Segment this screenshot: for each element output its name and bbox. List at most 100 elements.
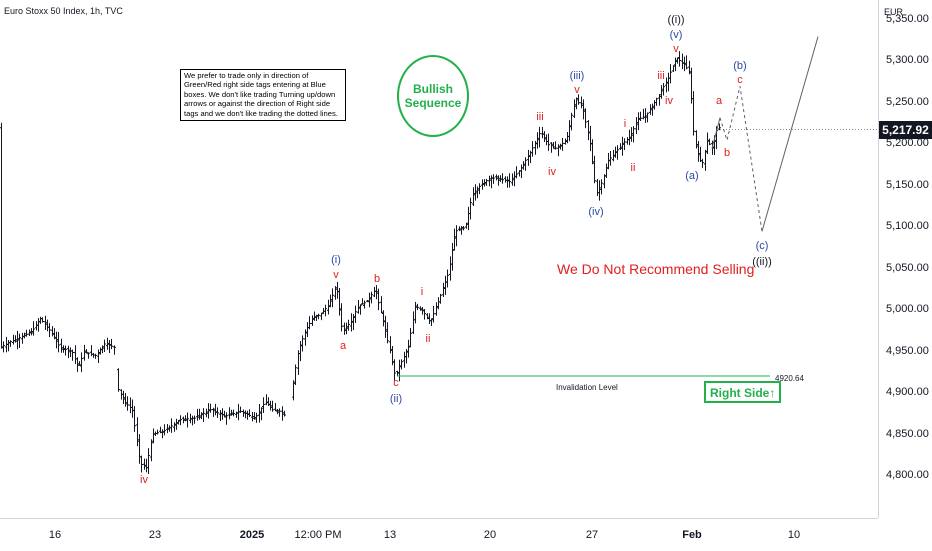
price-tick: 4,850.00 bbox=[886, 427, 929, 440]
price-bar bbox=[175, 418, 178, 430]
price-bar bbox=[375, 285, 378, 300]
price-bar bbox=[508, 173, 511, 188]
price-bar bbox=[299, 341, 302, 362]
price-bar bbox=[228, 407, 231, 420]
price-bar bbox=[439, 293, 442, 304]
price-bar bbox=[545, 134, 548, 146]
price-bar bbox=[9, 340, 12, 347]
price-bar bbox=[561, 137, 564, 151]
price-bar bbox=[163, 424, 166, 436]
no-sell-warning: We Do Not Recommend Selling bbox=[557, 261, 755, 277]
price-bar bbox=[352, 314, 355, 331]
price-bar bbox=[108, 340, 111, 353]
price-bar bbox=[419, 306, 422, 311]
price-bar bbox=[557, 144, 560, 157]
chart-title: Euro Stoxx 50 Index, 1h, TVC bbox=[4, 6, 123, 16]
plot-area[interactable] bbox=[0, 0, 878, 518]
wave-label: (v) bbox=[669, 28, 683, 41]
price-bar bbox=[370, 291, 373, 304]
price-bar bbox=[593, 155, 596, 184]
price-bar bbox=[28, 329, 31, 336]
time-tick: 12:00 PM bbox=[294, 529, 342, 541]
price-bar bbox=[338, 288, 341, 316]
price-bar bbox=[465, 222, 468, 229]
wave-label: ((i)) bbox=[667, 14, 685, 26]
price-bar bbox=[649, 104, 652, 115]
price-bar bbox=[485, 178, 488, 186]
price-bar bbox=[46, 319, 49, 332]
price-bar bbox=[258, 404, 261, 423]
time-tick: 27 bbox=[585, 529, 599, 541]
price-bar bbox=[391, 346, 394, 366]
price-bar bbox=[672, 65, 675, 72]
sequence-label: Sequence bbox=[404, 96, 462, 110]
price-bar bbox=[350, 313, 353, 332]
price-bar bbox=[421, 307, 424, 315]
price-bar bbox=[472, 187, 475, 206]
price-bar bbox=[492, 174, 495, 184]
price-bar bbox=[138, 434, 141, 464]
price-bar bbox=[30, 328, 33, 336]
projection-a-leg bbox=[711, 117, 721, 149]
price-bar bbox=[97, 349, 100, 363]
price-bar bbox=[78, 361, 81, 366]
wave-label: (i) bbox=[331, 254, 341, 267]
price-bar bbox=[361, 298, 364, 305]
wave-label: (c) bbox=[755, 239, 769, 252]
price-bar bbox=[2, 341, 5, 353]
price-bar bbox=[697, 141, 700, 162]
price-bar bbox=[506, 176, 509, 188]
price-bar bbox=[400, 359, 403, 370]
wave-label: c bbox=[737, 73, 743, 86]
price-bar bbox=[131, 399, 134, 418]
time-axis[interactable] bbox=[0, 518, 878, 551]
price-tick: 5,200.00 bbox=[886, 137, 929, 150]
price-bar bbox=[7, 340, 10, 352]
price-bar bbox=[311, 315, 314, 326]
price-bar bbox=[129, 397, 132, 414]
wave-label: a bbox=[339, 339, 347, 352]
time-tick: 20 bbox=[483, 529, 497, 541]
price-bar bbox=[212, 407, 215, 417]
price-bar bbox=[704, 149, 707, 171]
price-bar bbox=[501, 173, 504, 184]
price-bar bbox=[469, 197, 472, 220]
price-bar bbox=[294, 364, 297, 385]
price-tick: 4,900.00 bbox=[886, 386, 929, 399]
bullish-label: Bullish bbox=[412, 82, 453, 96]
price-bar bbox=[423, 309, 426, 320]
price-bar bbox=[113, 345, 116, 355]
price-bar bbox=[382, 310, 385, 327]
price-bar bbox=[103, 339, 106, 352]
price-bar bbox=[251, 412, 254, 422]
price-bar bbox=[196, 408, 199, 421]
price-bar bbox=[380, 296, 383, 314]
price-bar bbox=[156, 429, 159, 435]
price-bar bbox=[527, 149, 530, 166]
price-bar bbox=[246, 410, 249, 420]
price-bars bbox=[0, 51, 721, 474]
price-bar bbox=[329, 294, 332, 308]
price-bar bbox=[39, 316, 42, 324]
price-bar bbox=[678, 51, 681, 67]
price-bar bbox=[568, 120, 571, 142]
price-bar bbox=[446, 269, 449, 288]
price-bar bbox=[35, 321, 38, 331]
wave-label: (iv) bbox=[588, 206, 604, 219]
price-bar bbox=[635, 117, 638, 134]
price-bar bbox=[106, 337, 109, 350]
price-bar bbox=[605, 163, 608, 178]
price-bar bbox=[345, 322, 348, 335]
price-bar bbox=[476, 186, 479, 199]
right-side-tag: Right Side↑ bbox=[704, 381, 782, 403]
price-bar bbox=[161, 429, 164, 439]
price-bar bbox=[21, 332, 24, 344]
price-axis[interactable] bbox=[878, 0, 932, 518]
wave-label: v bbox=[673, 43, 679, 56]
price-bar bbox=[71, 349, 74, 361]
price-bar bbox=[609, 151, 612, 166]
wave-label: b bbox=[723, 146, 731, 159]
price-bar bbox=[614, 146, 617, 158]
bullish-sequence-badge: Bullish Sequence bbox=[397, 55, 469, 137]
